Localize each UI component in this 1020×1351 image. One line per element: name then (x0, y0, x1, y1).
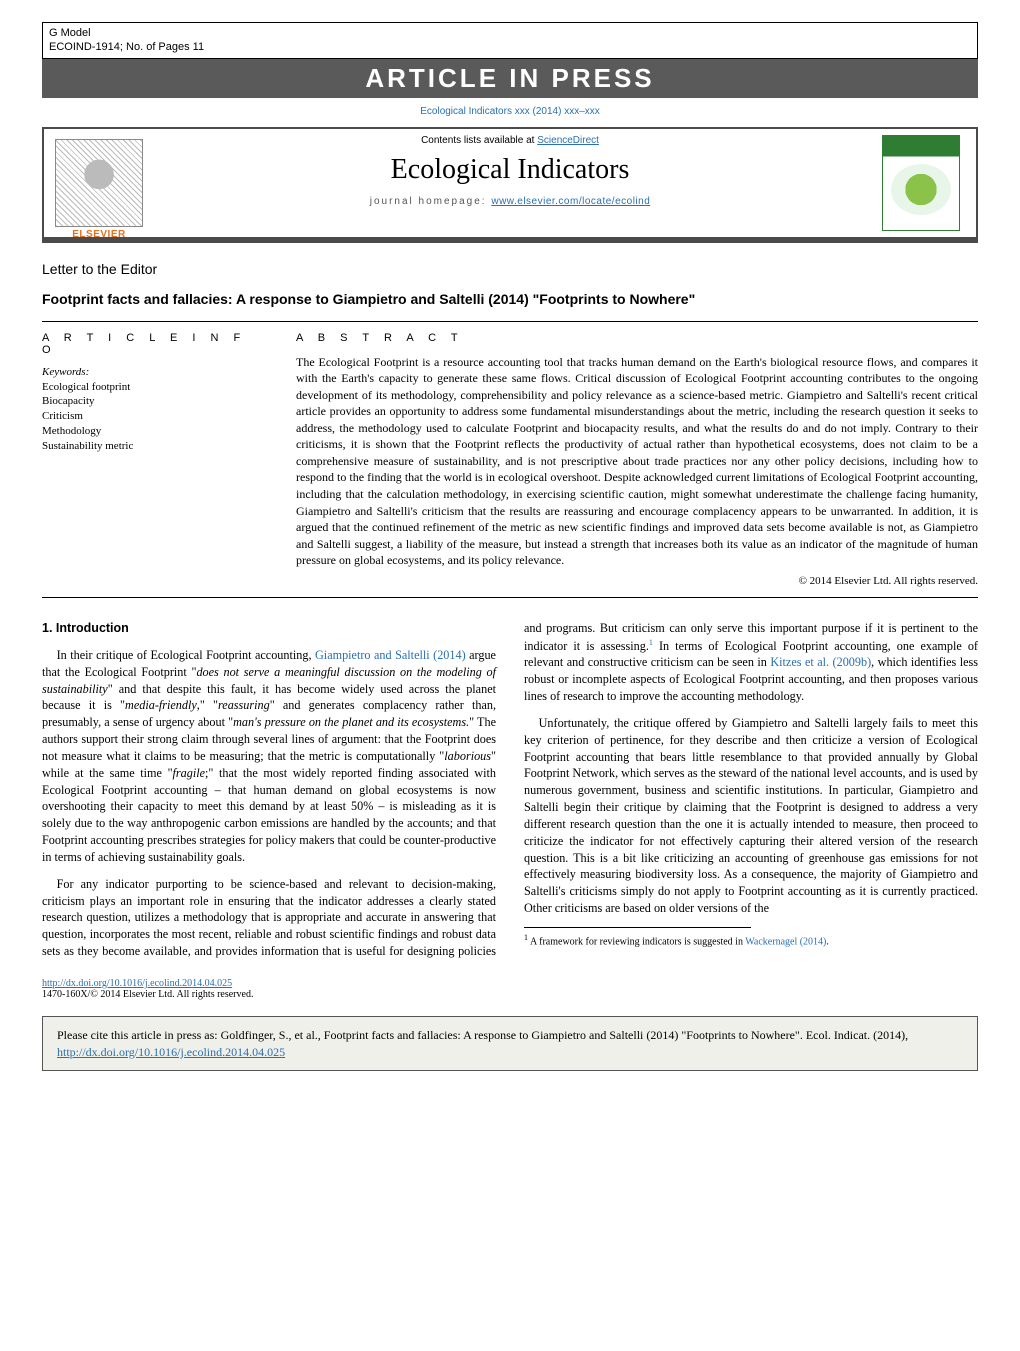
footnote-num: 1 (524, 933, 528, 942)
citebox-doi-link[interactable]: http://dx.doi.org/10.1016/j.ecolind.2014… (57, 1045, 285, 1059)
gmodel-box: G Model ECOIND-1914; No. of Pages 11 (42, 22, 978, 59)
journal-cover-icon (882, 135, 960, 231)
p1a: In their critique of Ecological Footprin… (57, 648, 315, 662)
footnote-1: 1 A framework for reviewing indicators i… (524, 932, 978, 949)
masthead: ELSEVIER Contents lists available at Sci… (42, 127, 978, 243)
p1d: ," " (197, 698, 218, 712)
keyword-item: Criticism (42, 409, 262, 424)
homepage-label: journal homepage: (370, 196, 492, 207)
abstract-copyright: © 2014 Elsevier Ltd. All rights reserved… (296, 575, 978, 587)
footnote-rule (524, 927, 751, 928)
gmodel-line2: ECOIND-1914; No. of Pages 11 (49, 40, 971, 54)
journal-issue-line: Ecological Indicators xxx (2014) xxx–xxx (42, 106, 978, 117)
p1i5: laborious (444, 749, 491, 763)
para-3: Unfortunately, the critique offered by G… (524, 715, 978, 917)
contents-line: Contents lists available at ScienceDirec… (154, 135, 866, 146)
sciencedirect-link[interactable]: ScienceDirect (537, 135, 599, 146)
homepage-url[interactable]: www.elsevier.com/locate/ecolind (491, 196, 650, 207)
p1i6: fragile (173, 766, 206, 780)
contents-prefix: Contents lists available at (421, 135, 537, 146)
p1h: ;" that the most widely reported finding… (42, 766, 496, 864)
citebox-text: Please cite this article in press as: Go… (57, 1028, 908, 1042)
abstract-head: A B S T R A C T (296, 332, 978, 344)
keyword-item: Biocapacity (42, 394, 262, 409)
body-columns: 1. Introduction In their critique of Eco… (42, 620, 978, 960)
article-meta-row: A R T I C L E I N F O Keywords: Ecologic… (42, 332, 978, 587)
journal-cover-cell (866, 129, 976, 237)
issn-copyright: 1470-160X/© 2014 Elsevier Ltd. All right… (42, 989, 978, 1000)
keyword-item: Sustainability metric (42, 439, 262, 454)
gmodel-line1: G Model (49, 26, 971, 40)
p1i3: reassuring (218, 698, 270, 712)
publisher-logo-cell: ELSEVIER (44, 129, 154, 237)
keywords-label: Keywords: (42, 366, 262, 378)
journal-issue-text: Ecological Indicators xxx (2014) xxx–xxx (420, 106, 600, 117)
section-1-head: 1. Introduction (42, 620, 496, 637)
keyword-item: Methodology (42, 424, 262, 439)
footnote-end: . (826, 936, 829, 947)
doi-block: http://dx.doi.org/10.1016/j.ecolind.2014… (42, 978, 978, 1000)
footnote-link[interactable]: Wackernagel (2014) (745, 936, 826, 947)
p1i4: man's pressure on the planet and its eco… (233, 715, 469, 729)
para-1: In their critique of Ecological Footprin… (42, 647, 496, 866)
homepage-line: journal homepage: www.elsevier.com/locat… (154, 196, 866, 207)
keyword-item: Ecological footprint (42, 380, 262, 395)
letter-type: Letter to the Editor (42, 261, 978, 277)
article-in-press-banner: ARTICLE IN PRESS (42, 59, 978, 98)
abstract-col: A B S T R A C T The Ecological Footprint… (296, 332, 978, 587)
article-info-col: A R T I C L E I N F O Keywords: Ecologic… (42, 332, 262, 587)
footnote-text: A framework for reviewing indicators is … (530, 936, 745, 947)
article-info-head: A R T I C L E I N F O (42, 332, 262, 356)
rule-top (42, 321, 978, 322)
doi-link[interactable]: http://dx.doi.org/10.1016/j.ecolind.2014… (42, 978, 232, 989)
p2-citation-link[interactable]: Kitzes et al. (2009b) (770, 655, 871, 669)
journal-title: Ecological Indicators (154, 154, 866, 186)
publisher-name: ELSEVIER (56, 229, 142, 240)
article-title: Footprint facts and fallacies: A respons… (42, 291, 978, 307)
elsevier-tree-icon: ELSEVIER (55, 139, 143, 227)
rule-bottom (42, 597, 978, 598)
keywords-list: Ecological footprintBiocapacityCriticism… (42, 380, 262, 454)
p1i2: media-friendly (125, 698, 197, 712)
abstract-text: The Ecological Footprint is a resource a… (296, 354, 978, 569)
masthead-center: Contents lists available at ScienceDirec… (154, 129, 866, 237)
citation-box: Please cite this article in press as: Go… (42, 1016, 978, 1072)
p1-citation-link[interactable]: Giampietro and Saltelli (2014) (315, 648, 466, 662)
